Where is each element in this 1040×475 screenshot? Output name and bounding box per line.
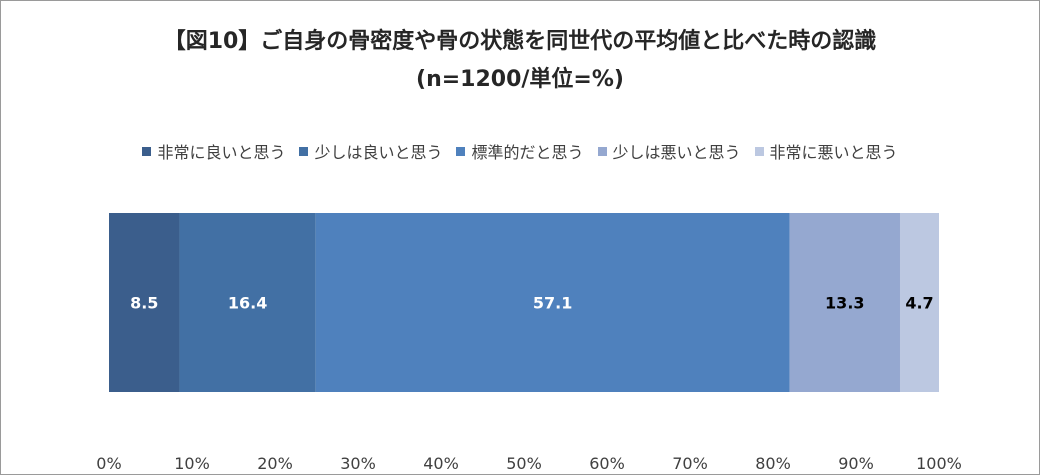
x-tick-label-9: 90% <box>838 454 874 473</box>
bar-segment-1 <box>109 213 180 392</box>
x-tick-label-8: 80% <box>755 454 791 473</box>
x-tick-label-3: 30% <box>340 454 376 473</box>
x-tick-label-7: 70% <box>672 454 708 473</box>
legend-label-average: 標準的だと思う <box>471 143 584 162</box>
bar-segment-5 <box>899 213 939 392</box>
x-tick-label-0: 0% <box>96 454 121 473</box>
data-label-1: 8.5 <box>130 294 158 313</box>
legend-item-very-good: 非常に良いと思う <box>142 139 285 163</box>
legend-swatch-slightly-good <box>299 146 309 156</box>
bar-segment-2 <box>179 213 316 392</box>
legend-label-very-good: 非常に良いと思う <box>157 143 286 162</box>
x-tick-label-5: 50% <box>506 454 542 473</box>
legend-item-slightly-good: 少しは良いと思う <box>299 139 442 163</box>
legend-label-slightly-bad: 少しは悪いと思う <box>612 143 741 162</box>
legend-label-very-bad: 非常に悪いと思う <box>769 143 898 162</box>
legend-swatch-very-good <box>142 146 152 156</box>
bar-segment-4 <box>789 213 900 392</box>
legend-swatch-slightly-bad <box>597 146 607 156</box>
legend-swatch-very-bad <box>754 146 764 156</box>
x-tick-label-4: 40% <box>423 454 459 473</box>
chart-title: 【図10】ご自身の骨密度や骨の状態を同世代の平均値と比べた時の認識 <box>163 29 877 54</box>
legend-item-slightly-bad: 少しは悪いと思う <box>597 139 741 163</box>
data-label-3: 57.1 <box>533 294 572 313</box>
x-tick-label-10: 100% <box>916 454 962 473</box>
legend: 非常に良いと思う 少しは良いと思う 標準的だと思う 少しは悪いと思う 非常に悪い… <box>1 139 1039 163</box>
data-label-4: 13.3 <box>825 294 864 313</box>
bar-segment-3 <box>315 213 790 392</box>
x-tick-label-2: 20% <box>257 454 293 473</box>
data-label-2: 16.4 <box>228 294 267 313</box>
legend-swatch-average <box>456 146 466 156</box>
chart-subtitle: (n=1200/単位=%) <box>416 67 624 92</box>
x-tick-label-1: 10% <box>174 454 210 473</box>
x-tick-label-6: 60% <box>589 454 625 473</box>
data-label-5: 4.7 <box>905 294 933 313</box>
legend-item-average: 標準的だと思う <box>456 139 584 163</box>
legend-label-slightly-good: 少しは良いと思う <box>314 143 443 162</box>
legend-item-very-bad: 非常に悪いと思う <box>754 139 898 163</box>
